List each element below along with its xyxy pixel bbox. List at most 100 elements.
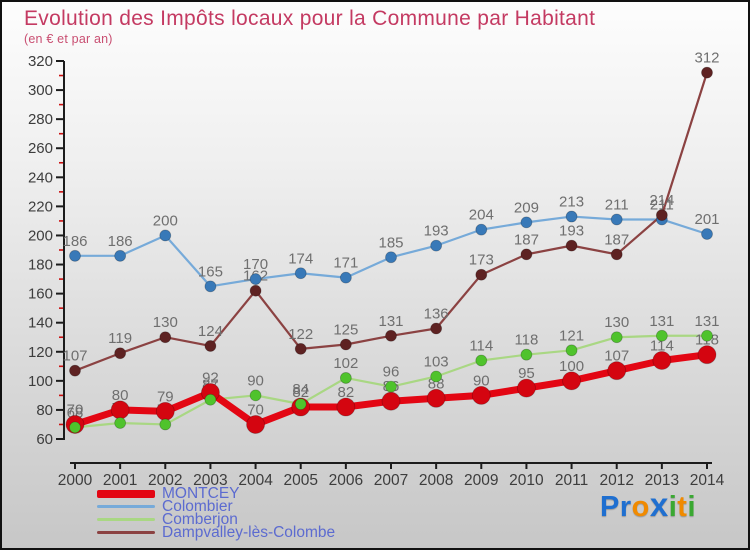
legend-swatch — [97, 505, 155, 508]
data-label-Colombier-2012: 211 — [605, 196, 629, 213]
data-label-MONTCEY-2006: 82 — [338, 384, 355, 401]
legend-swatch — [97, 518, 155, 521]
data-label-Colombier-2003: 165 — [198, 263, 223, 280]
legend-label: Colombier — [162, 498, 233, 515]
proxiti-logo: Proxiti — [600, 486, 696, 524]
data-point-Comberjon-2005 — [294, 398, 307, 411]
data-label-Dampvalley-lès-Colombe-2000: 107 — [62, 348, 87, 365]
data-point-MONTCEY-2002 — [155, 401, 175, 421]
data-point-MONTCEY-2004 — [246, 415, 265, 434]
legend-swatch — [97, 489, 155, 498]
logo-letter: r — [619, 491, 632, 523]
logo-letter: i — [668, 491, 678, 523]
x-axis-tick-label: 2002 — [148, 472, 182, 489]
page-subtitle: (en € et par an) — [24, 32, 113, 46]
data-point-Colombier-2002 — [159, 229, 172, 242]
data-label-Comberjon-2006: 102 — [333, 355, 358, 372]
data-label-Comberjon-2014: 131 — [694, 313, 719, 330]
data-point-Comberjon-2000 — [69, 421, 81, 434]
data-point-Dampvalley-lès-Colombe-2004 — [249, 284, 262, 297]
data-label-Colombier-2002: 200 — [153, 212, 178, 229]
data-point-Dampvalley-lès-Colombe-2001 — [114, 347, 127, 360]
data-label-Colombier-2010: 209 — [514, 199, 539, 216]
data-point-Comberjon-2003 — [204, 393, 217, 406]
y-axis-tick-label: 120 — [28, 344, 53, 361]
x-axis-tick-label: 2005 — [283, 472, 317, 489]
data-point-MONTCEY-2012 — [607, 361, 627, 381]
data-point-Colombier-2014 — [701, 228, 713, 240]
x-axis-tick-label: 2006 — [329, 472, 363, 489]
x-axis-tick-label: 2007 — [374, 472, 408, 489]
x-axis-tick-label: 2013 — [645, 472, 679, 489]
x-axis-tick-label: 2003 — [193, 472, 227, 489]
y-axis-tick-label: 140 — [28, 315, 53, 332]
data-label-Dampvalley-lès-Colombe-2012: 187 — [604, 231, 629, 248]
data-label-Dampvalley-lès-Colombe-2007: 131 — [378, 313, 403, 330]
data-point-Colombier-2011 — [565, 210, 578, 223]
data-point-Comberjon-2008 — [430, 370, 443, 383]
logo-letter: o — [631, 491, 650, 523]
data-label-Dampvalley-lès-Colombe-2006: 125 — [333, 322, 358, 339]
x-axis-tick-label: 2009 — [464, 472, 498, 489]
data-label-Colombier-2008: 193 — [424, 223, 449, 240]
data-label-Dampvalley-lès-Colombe-2008: 136 — [424, 306, 449, 323]
data-point-Dampvalley-lès-Colombe-2003 — [204, 340, 217, 352]
data-label-Colombier-2004: 170 — [243, 256, 268, 273]
data-point-Colombier-2009 — [475, 223, 488, 236]
y-axis-tick-label: 60 — [36, 431, 53, 448]
data-point-Dampvalley-lès-Colombe-2005 — [294, 342, 307, 355]
data-point-Comberjon-2013 — [655, 329, 668, 342]
data-point-Colombier-2012 — [610, 213, 623, 226]
data-label-Comberjon-2009: 114 — [469, 337, 493, 354]
data-label-MONTCEY-2011: 100 — [559, 358, 584, 375]
data-point-Colombier-2006 — [339, 271, 352, 284]
data-point-Colombier-2010 — [520, 216, 533, 229]
legend-swatch — [97, 531, 155, 534]
data-point-MONTCEY-2007 — [381, 391, 401, 411]
title-block: Evolution des Impôts locaux pour la Comm… — [24, 7, 595, 46]
data-label-MONTCEY-2002: 79 — [157, 388, 174, 405]
data-label-Colombier-2000: 186 — [62, 233, 87, 250]
data-point-Dampvalley-lès-Colombe-2013 — [655, 209, 668, 222]
data-label-Dampvalley-lès-Colombe-2013: 214 — [649, 192, 674, 209]
y-axis-tick-label: 180 — [28, 257, 53, 274]
data-label-Comberjon-2008: 103 — [424, 353, 449, 370]
y-axis-tick-label: 160 — [28, 286, 53, 303]
data-point-Dampvalley-lès-Colombe-2008 — [430, 322, 443, 335]
data-point-Colombier-2005 — [294, 267, 307, 280]
x-axis-tick-label: 2008 — [419, 472, 453, 489]
data-label-MONTCEY-2012: 107 — [604, 348, 629, 365]
data-point-MONTCEY-2009 — [471, 385, 491, 405]
x-axis-tick-label: 2011 — [555, 472, 588, 489]
legend-item-Colombier: Colombier — [97, 498, 335, 515]
legend-item-MONTCEY: MONTCEY — [97, 485, 335, 502]
data-point-Comberjon-2009 — [475, 354, 488, 367]
data-point-Colombier-2008 — [430, 239, 443, 252]
data-label-Comberjon-2004: 90 — [247, 372, 264, 389]
data-point-Comberjon-2014 — [701, 329, 713, 342]
data-label-MONTCEY-2005: 82 — [292, 384, 309, 401]
data-label-Dampvalley-lès-Colombe-2009: 173 — [469, 252, 494, 269]
data-label-Colombier-2011: 213 — [559, 194, 584, 211]
data-point-Colombier-2003 — [204, 280, 217, 293]
x-axis-tick-label: 2012 — [599, 472, 633, 489]
data-label-MONTCEY-2010: 95 — [518, 365, 535, 382]
data-point-Dampvalley-lès-Colombe-2012 — [610, 248, 623, 261]
data-label-Colombier-2009: 204 — [469, 207, 494, 224]
data-point-MONTCEY-2010 — [517, 378, 536, 398]
data-label-Comberjon-2011: 121 — [559, 327, 584, 344]
data-point-MONTCEY-2008 — [426, 388, 446, 408]
data-point-Comberjon-2002 — [159, 418, 172, 431]
y-axis-tick-label: 100 — [28, 373, 53, 390]
data-label-Colombier-2001: 186 — [108, 233, 133, 250]
legend-label: MONTCEY — [162, 485, 240, 502]
data-point-MONTCEY-2011 — [562, 371, 581, 391]
data-label-MONTCEY-2001: 80 — [112, 387, 129, 404]
logo-letter: t — [677, 491, 688, 523]
legend-item-Comberjon: Comberjon — [97, 512, 335, 527]
data-label-Comberjon-2005: 84 — [292, 381, 309, 398]
y-axis-tick-label: 220 — [28, 198, 53, 215]
data-label-MONTCEY-2000: 70 — [67, 401, 84, 418]
data-point-MONTCEY-2001 — [110, 400, 130, 420]
x-axis-tick-label: 2004 — [238, 472, 273, 489]
